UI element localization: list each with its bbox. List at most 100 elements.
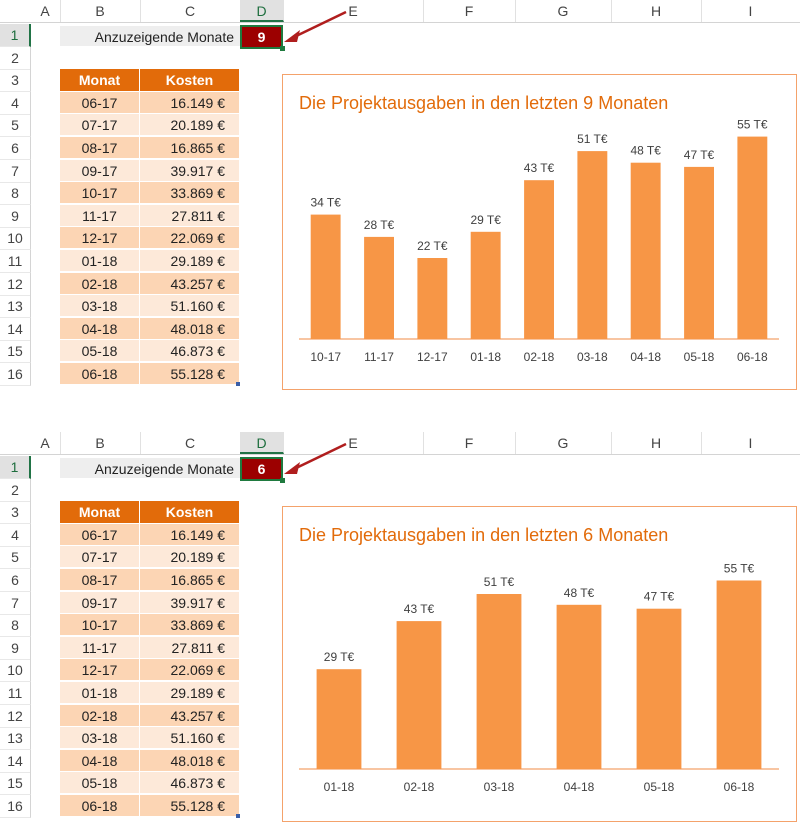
row-header-5[interactable]: 5 bbox=[0, 114, 31, 138]
table-cell-cost[interactable]: 29.189 € bbox=[140, 249, 240, 272]
row-header-12[interactable]: 12 bbox=[0, 704, 31, 728]
table-cell-month[interactable]: 04-18 bbox=[60, 317, 140, 340]
table-cell-month[interactable]: 01-18 bbox=[60, 249, 140, 272]
table-cell-month[interactable]: 07-17 bbox=[60, 114, 140, 137]
row-header-4[interactable]: 4 bbox=[0, 523, 31, 547]
row-header-14[interactable]: 14 bbox=[0, 317, 31, 341]
table-cell-month[interactable]: 08-17 bbox=[60, 568, 140, 591]
row-header-12[interactable]: 12 bbox=[0, 272, 31, 296]
row-header-10[interactable]: 10 bbox=[0, 227, 31, 251]
row-header-6[interactable]: 6 bbox=[0, 569, 31, 592]
table-cell-cost[interactable]: 43.257 € bbox=[140, 272, 240, 295]
row-header-5[interactable]: 5 bbox=[0, 546, 31, 570]
table-cell-cost[interactable]: 51.160 € bbox=[140, 727, 240, 750]
column-header-f[interactable]: F bbox=[423, 0, 516, 22]
table-cell-month[interactable]: 11-17 bbox=[60, 204, 140, 227]
bar-11-17[interactable] bbox=[364, 236, 394, 339]
table-cell-cost[interactable]: 46.873 € bbox=[140, 772, 240, 795]
table-cell-cost[interactable]: 27.811 € bbox=[140, 204, 240, 227]
table-cell-cost[interactable]: 29.189 € bbox=[140, 681, 240, 704]
bar-06-18[interactable] bbox=[737, 136, 768, 339]
table-cell-cost[interactable]: 16.149 € bbox=[140, 91, 240, 114]
row-header-8[interactable]: 8 bbox=[0, 182, 31, 206]
column-header-a[interactable]: A bbox=[30, 432, 61, 454]
table-cell-month[interactable]: 09-17 bbox=[60, 591, 140, 614]
table-cell-month[interactable]: 05-18 bbox=[60, 772, 140, 795]
table-cell-month[interactable]: 10-17 bbox=[60, 614, 140, 637]
table-cell-month[interactable]: 02-18 bbox=[60, 704, 140, 727]
table-cell-cost[interactable]: 55.128 € bbox=[140, 794, 240, 817]
table-cell-cost[interactable]: 39.917 € bbox=[140, 159, 240, 182]
fill-handle-icon[interactable] bbox=[236, 381, 240, 386]
fill-handle-icon[interactable] bbox=[236, 813, 240, 818]
row-header-10[interactable]: 10 bbox=[0, 659, 31, 683]
table-cell-cost[interactable]: 48.018 € bbox=[140, 749, 240, 772]
table-cell-cost[interactable]: 22.069 € bbox=[140, 227, 240, 250]
column-header-a[interactable]: A bbox=[30, 0, 61, 22]
row-header-1[interactable]: 1 bbox=[0, 24, 31, 47]
table-cell-month[interactable]: 06-18 bbox=[60, 794, 140, 817]
row-header-14[interactable]: 14 bbox=[0, 749, 31, 773]
table-cell-month[interactable]: 09-17 bbox=[60, 159, 140, 182]
table-cell-cost[interactable]: 20.189 € bbox=[140, 546, 240, 569]
column-header-i[interactable]: I bbox=[701, 0, 800, 22]
table-cell-cost[interactable]: 16.865 € bbox=[140, 568, 240, 591]
bar-01-18[interactable] bbox=[316, 669, 362, 769]
column-header-f[interactable]: F bbox=[423, 432, 516, 454]
column-header-b[interactable]: B bbox=[60, 432, 141, 454]
row-header-11[interactable]: 11 bbox=[0, 250, 31, 273]
bar-chart[interactable]: Die Projektausgaben in den letzten 9 Mon… bbox=[282, 74, 797, 390]
row-header-7[interactable]: 7 bbox=[0, 591, 31, 615]
bar-chart[interactable]: Die Projektausgaben in den letzten 6 Mon… bbox=[282, 506, 797, 822]
row-header-16[interactable]: 16 bbox=[0, 795, 31, 818]
row-header-3[interactable]: 3 bbox=[0, 501, 31, 525]
table-cell-month[interactable]: 08-17 bbox=[60, 136, 140, 159]
column-header-c[interactable]: C bbox=[140, 0, 241, 22]
column-header-d[interactable]: D bbox=[240, 0, 284, 22]
row-header-15[interactable]: 15 bbox=[0, 340, 31, 364]
bar-12-17[interactable] bbox=[417, 258, 448, 339]
bar-06-18[interactable] bbox=[716, 580, 762, 770]
table-cell-cost[interactable]: 48.018 € bbox=[140, 317, 240, 340]
bar-02-18[interactable] bbox=[524, 180, 554, 339]
column-header-h[interactable]: H bbox=[611, 0, 702, 22]
months-input-cell[interactable]: 6 bbox=[240, 457, 285, 483]
row-header-1[interactable]: 1 bbox=[0, 456, 31, 479]
bar-02-18[interactable] bbox=[396, 621, 442, 769]
table-cell-month[interactable]: 05-18 bbox=[60, 340, 140, 363]
row-header-13[interactable]: 13 bbox=[0, 727, 31, 751]
table-cell-cost[interactable]: 16.865 € bbox=[140, 136, 240, 159]
table-cell-month[interactable]: 03-18 bbox=[60, 727, 140, 750]
column-header-g[interactable]: G bbox=[515, 432, 612, 454]
bar-05-18[interactable] bbox=[636, 608, 682, 769]
row-header-13[interactable]: 13 bbox=[0, 295, 31, 319]
column-header-b[interactable]: B bbox=[60, 0, 141, 22]
table-cell-month[interactable]: 11-17 bbox=[60, 636, 140, 659]
table-cell-cost[interactable]: 16.149 € bbox=[140, 523, 240, 546]
column-header-d[interactable]: D bbox=[240, 432, 284, 454]
table-cell-cost[interactable]: 55.128 € bbox=[140, 362, 240, 385]
column-header-i[interactable]: I bbox=[701, 432, 800, 454]
table-cell-month[interactable]: 06-17 bbox=[60, 91, 140, 114]
bar-05-18[interactable] bbox=[684, 166, 714, 339]
row-header-9[interactable]: 9 bbox=[0, 204, 31, 228]
row-header-9[interactable]: 9 bbox=[0, 636, 31, 660]
table-cell-month[interactable]: 04-18 bbox=[60, 749, 140, 772]
table-cell-cost[interactable]: 22.069 € bbox=[140, 659, 240, 682]
row-header-3[interactable]: 3 bbox=[0, 69, 31, 93]
row-header-15[interactable]: 15 bbox=[0, 772, 31, 796]
table-cell-month[interactable]: 07-17 bbox=[60, 546, 140, 569]
table-cell-month[interactable]: 06-17 bbox=[60, 523, 140, 546]
table-cell-cost[interactable]: 33.869 € bbox=[140, 182, 240, 205]
bar-04-18[interactable] bbox=[630, 162, 661, 339]
row-header-2[interactable]: 2 bbox=[0, 46, 31, 70]
row-header-11[interactable]: 11 bbox=[0, 682, 31, 705]
table-cell-month[interactable]: 12-17 bbox=[60, 659, 140, 682]
table-cell-cost[interactable]: 51.160 € bbox=[140, 295, 240, 318]
table-cell-cost[interactable]: 33.869 € bbox=[140, 614, 240, 637]
table-cell-month[interactable]: 03-18 bbox=[60, 295, 140, 318]
table-cell-cost[interactable]: 43.257 € bbox=[140, 704, 240, 727]
table-cell-cost[interactable]: 46.873 € bbox=[140, 340, 240, 363]
row-header-16[interactable]: 16 bbox=[0, 363, 31, 386]
column-header-c[interactable]: C bbox=[140, 432, 241, 454]
